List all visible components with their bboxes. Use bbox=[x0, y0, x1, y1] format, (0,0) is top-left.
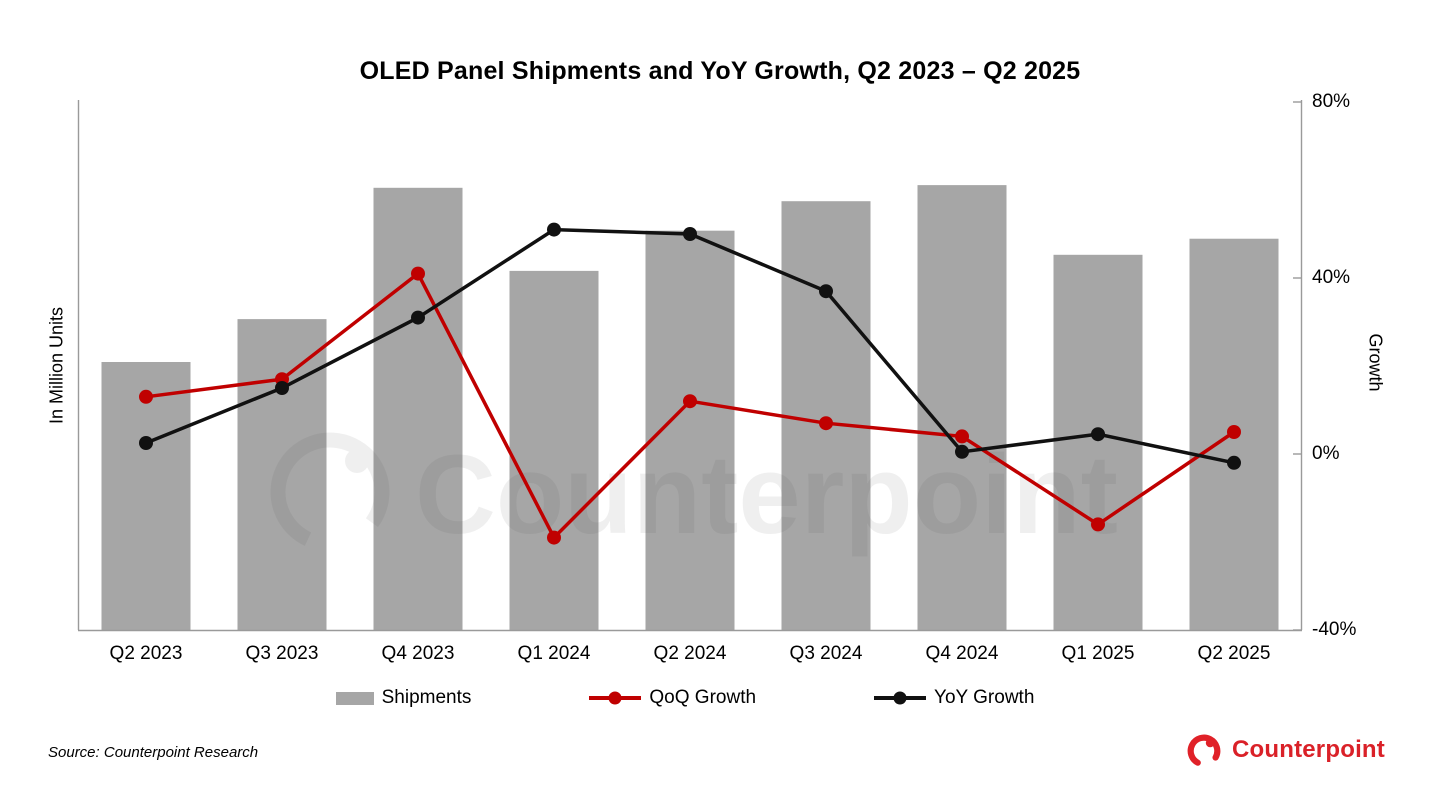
x-label-q4-2023: Q4 2023 bbox=[381, 643, 455, 664]
qoq-growth-point-q2-2025 bbox=[1227, 425, 1241, 439]
yoy-growth-point-q4-2024 bbox=[955, 444, 969, 459]
bar-q1-2024 bbox=[509, 270, 599, 630]
bar-q4-2024 bbox=[917, 185, 1007, 630]
qoq-growth-point-q1-2024 bbox=[547, 530, 561, 545]
bar-q4-2023 bbox=[373, 187, 463, 631]
x-label-q1-2024: Q1 2024 bbox=[517, 643, 591, 664]
x-label-q3-2024: Q3 2024 bbox=[789, 643, 863, 664]
legend-label-qoq: QoQ Growth bbox=[649, 687, 757, 708]
yoy-line-swatch-icon bbox=[874, 691, 927, 705]
right-axis-tick-80: 80% bbox=[1312, 91, 1351, 112]
legend: Shipments QoQ Growth YoY Growth bbox=[0, 687, 1440, 709]
right-axis-tick-40: 40% bbox=[1312, 267, 1351, 288]
qoq-growth-point-q1-2025 bbox=[1091, 517, 1105, 532]
bar-q1-2025 bbox=[1053, 254, 1143, 631]
counterpoint-logo-icon bbox=[1187, 734, 1221, 768]
x-label-q2-2023: Q2 2023 bbox=[109, 643, 183, 664]
right-axis-tick-m40: -40% bbox=[1312, 619, 1357, 640]
shipments-swatch-icon bbox=[335, 691, 374, 705]
bar-q3-2024 bbox=[781, 201, 871, 630]
qoq-growth-point-q2-2023 bbox=[139, 389, 153, 404]
legend-item-qoq: QoQ Growth bbox=[589, 687, 756, 709]
x-label-q3-2023: Q3 2023 bbox=[245, 643, 319, 664]
right-axis-tick-0: 0% bbox=[1312, 443, 1340, 464]
x-label-q2-2024: Q2 2024 bbox=[653, 643, 727, 664]
yoy-growth-point-q1-2025 bbox=[1091, 427, 1105, 442]
legend-item-shipments: Shipments bbox=[335, 687, 472, 709]
yoy-growth-point-q2-2025 bbox=[1227, 455, 1241, 470]
bar-q2-2023 bbox=[101, 362, 191, 630]
x-label-q2-2025: Q2 2025 bbox=[1197, 643, 1271, 664]
source-note: Source: Counterpoint Research bbox=[48, 744, 259, 761]
qoq-growth-point-q4-2024 bbox=[955, 429, 969, 444]
qoq-line-swatch-icon bbox=[589, 691, 642, 705]
yoy-growth-point-q1-2024 bbox=[547, 222, 561, 237]
yoy-growth-point-q2-2024 bbox=[683, 227, 697, 241]
chart-title: OLED Panel Shipments and YoY Growth, Q2 … bbox=[359, 57, 1081, 85]
right-axis-title: Growth bbox=[1365, 333, 1386, 392]
legend-item-yoy: YoY Growth bbox=[874, 687, 1034, 709]
svg-text:Counterpoint: Counterpoint bbox=[415, 432, 1118, 557]
legend-label-shipments: Shipments bbox=[381, 687, 472, 708]
x-label-q1-2025: Q1 2025 bbox=[1061, 643, 1135, 664]
qoq-growth-point-q2-2024 bbox=[683, 394, 697, 409]
yoy-growth-point-q4-2023 bbox=[411, 310, 425, 325]
counterpoint-logo: Counterpoint bbox=[1185, 731, 1385, 769]
qoq-growth-point-q4-2023 bbox=[411, 266, 425, 281]
x-label-q4-2024: Q4 2024 bbox=[925, 643, 999, 664]
yoy-growth-point-q2-2023 bbox=[139, 436, 153, 450]
yoy-growth-point-q3-2023 bbox=[275, 381, 289, 395]
counterpoint-logo-text: Counterpoint bbox=[1231, 736, 1385, 763]
qoq-growth-point-q3-2024 bbox=[819, 416, 833, 431]
legend-label-yoy: YoY Growth bbox=[934, 687, 1035, 708]
yoy-growth-point-q3-2024 bbox=[819, 284, 833, 299]
left-axis-title: In Million Units bbox=[46, 306, 67, 425]
